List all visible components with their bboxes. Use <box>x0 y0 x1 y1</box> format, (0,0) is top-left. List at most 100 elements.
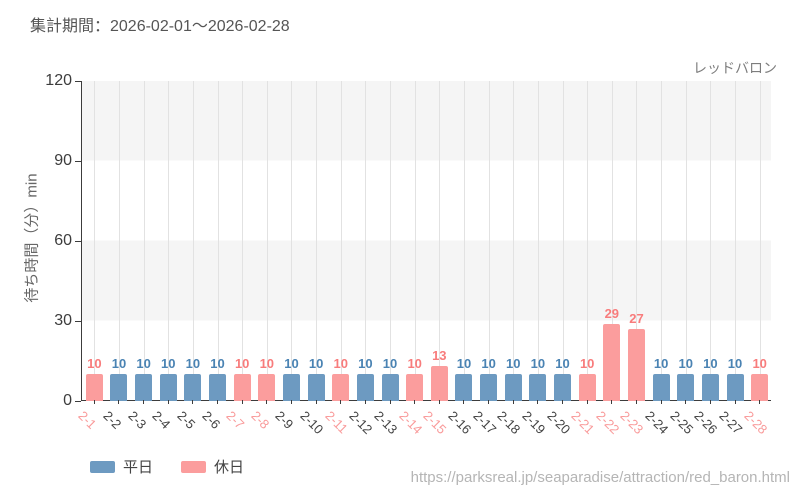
vertical-gridline <box>414 81 416 400</box>
bar-value-label: 10 <box>727 356 743 372</box>
vertical-gridline <box>390 81 392 400</box>
x-axis-date-label: 2-26 <box>691 408 721 438</box>
bar-value-label: 10 <box>653 356 669 372</box>
x-axis-date-label: 2-21 <box>568 408 598 438</box>
wait-time-bar[interactable] <box>110 374 128 401</box>
wait-time-bar[interactable] <box>430 366 448 401</box>
x-axis-date-label: 2-25 <box>667 408 697 438</box>
y-axis-tick-label: 120 <box>45 72 72 89</box>
bar-value-label: 10 <box>185 356 201 372</box>
bar-value-label: 10 <box>506 356 521 372</box>
vertical-gridline <box>94 81 96 400</box>
x-axis-tick <box>759 400 761 404</box>
x-axis-date-label: 2-17 <box>469 408 500 438</box>
vertical-gridline <box>316 81 318 400</box>
bar-value-label: 10 <box>259 356 275 372</box>
vertical-gridline <box>488 81 490 400</box>
vertical-gridline <box>735 81 737 400</box>
bar-value-label: 10 <box>382 356 398 372</box>
x-axis-tick <box>266 400 268 404</box>
x-axis-date-label: 2-15 <box>420 408 450 438</box>
x-axis-date-label: 2-4 <box>149 408 174 432</box>
wait-time-bar[interactable] <box>529 374 547 401</box>
x-axis-tick <box>488 400 490 404</box>
x-axis-tick <box>241 400 243 404</box>
vertical-gridline <box>562 81 564 400</box>
wait-time-bar[interactable] <box>307 374 325 401</box>
x-axis-tick <box>512 400 514 404</box>
bar-value-label: 10 <box>678 356 693 372</box>
vertical-gridline <box>661 81 663 400</box>
vertical-gridline <box>143 81 145 400</box>
wait-time-bar[interactable] <box>578 374 596 401</box>
x-axis-tick <box>143 400 145 404</box>
vertical-gridline <box>192 81 194 400</box>
chart-legend: 平日 休日 <box>90 456 244 477</box>
vertical-gridline <box>513 81 515 400</box>
wait-time-bar[interactable] <box>677 374 695 401</box>
x-axis-date-label: 2-7 <box>223 408 248 432</box>
wait-time-bar[interactable] <box>159 374 177 401</box>
bar-value-label: 10 <box>308 356 324 372</box>
bar-value-label: 10 <box>111 356 127 372</box>
bar-value-label: 10 <box>752 356 767 372</box>
wait-time-bar[interactable] <box>701 374 719 401</box>
x-axis-tick <box>118 400 120 404</box>
wait-time-bar[interactable] <box>406 374 424 401</box>
x-axis-date-label: 2-28 <box>741 408 771 438</box>
bar-value-label: 10 <box>579 356 595 372</box>
x-axis-date-label: 2-10 <box>297 408 327 438</box>
wait-time-bar[interactable] <box>455 374 473 401</box>
x-axis-tick <box>389 400 391 404</box>
wait-time-bar[interactable] <box>282 374 300 401</box>
bar-value-label: 10 <box>555 356 570 372</box>
y-axis-tick <box>75 240 81 242</box>
vertical-gridline <box>685 81 687 400</box>
vertical-gridline <box>439 81 441 400</box>
legend-item-holiday[interactable]: 休日 <box>181 456 244 477</box>
wait-time-bar[interactable] <box>652 374 670 401</box>
wait-time-bar[interactable] <box>85 374 103 401</box>
wait-time-bar[interactable] <box>332 374 350 401</box>
x-axis-date-label: 2-14 <box>396 408 426 438</box>
source-url: https://parksreal.jp/seaparadise/attract… <box>410 469 790 486</box>
vertical-gridline <box>463 81 465 400</box>
bar-value-label: 10 <box>481 356 496 372</box>
bar-value-label: 10 <box>161 356 176 372</box>
bar-value-label: 10 <box>284 356 299 372</box>
wait-time-bar[interactable] <box>480 374 498 401</box>
y-axis-tick <box>75 160 81 162</box>
x-axis-date-label: 2-9 <box>272 408 297 432</box>
x-axis-date-label: 2-27 <box>716 408 746 438</box>
legend-item-weekday[interactable]: 平日 <box>90 456 153 477</box>
bar-value-label: 13 <box>432 348 447 364</box>
vertical-gridline <box>217 81 219 400</box>
bar-value-label: 10 <box>234 356 250 372</box>
wait-time-bar[interactable] <box>135 374 153 401</box>
vertical-gridline <box>266 81 268 400</box>
bar-value-label: 10 <box>136 356 151 372</box>
aggregation-period-title: 集計期間：2026-02-01～2026-02-28 <box>30 18 290 35</box>
x-axis-date-label: 2-3 <box>124 408 149 432</box>
wait-time-bar[interactable] <box>209 374 227 401</box>
y-axis-tick <box>75 320 81 322</box>
wait-time-bar[interactable] <box>356 374 374 401</box>
wait-time-bar[interactable] <box>603 323 621 401</box>
x-axis-tick <box>438 400 440 404</box>
vertical-gridline <box>118 81 120 400</box>
x-axis-date-label: 2-11 <box>322 408 351 437</box>
wait-time-bar[interactable] <box>726 374 744 401</box>
wait-time-bar[interactable] <box>258 374 276 401</box>
wait-time-bar[interactable] <box>627 329 645 401</box>
x-axis-tick <box>685 400 687 404</box>
x-axis-date-label: 2-23 <box>617 408 647 438</box>
x-axis-tick <box>414 400 416 404</box>
wait-time-bar[interactable] <box>233 374 251 401</box>
wait-time-bar[interactable] <box>184 374 202 401</box>
wait-time-bar[interactable] <box>381 374 399 401</box>
wait-time-bar[interactable] <box>504 374 522 401</box>
wait-time-bar[interactable] <box>751 374 769 401</box>
wait-time-bar[interactable] <box>554 374 572 401</box>
attraction-name-label: レッドバロン <box>693 60 777 76</box>
